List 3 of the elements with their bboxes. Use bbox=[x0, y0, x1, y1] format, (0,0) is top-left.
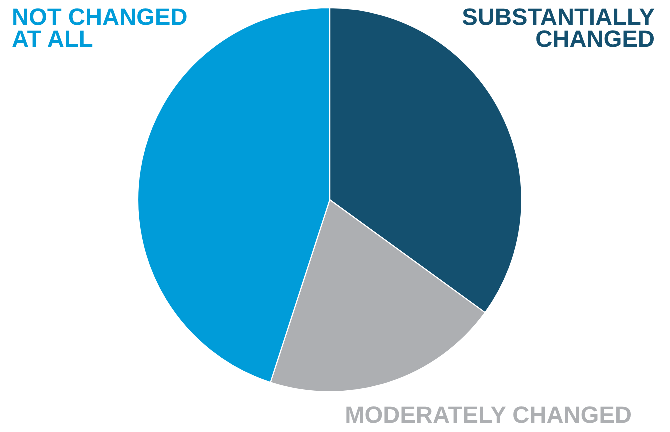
slice-label: MODERATELY CHANGED bbox=[346, 406, 632, 424]
slice-label: SUBSTANTIALLY CHANGED bbox=[462, 8, 655, 48]
slice-label: NOT CHANGED AT ALL bbox=[12, 8, 187, 48]
